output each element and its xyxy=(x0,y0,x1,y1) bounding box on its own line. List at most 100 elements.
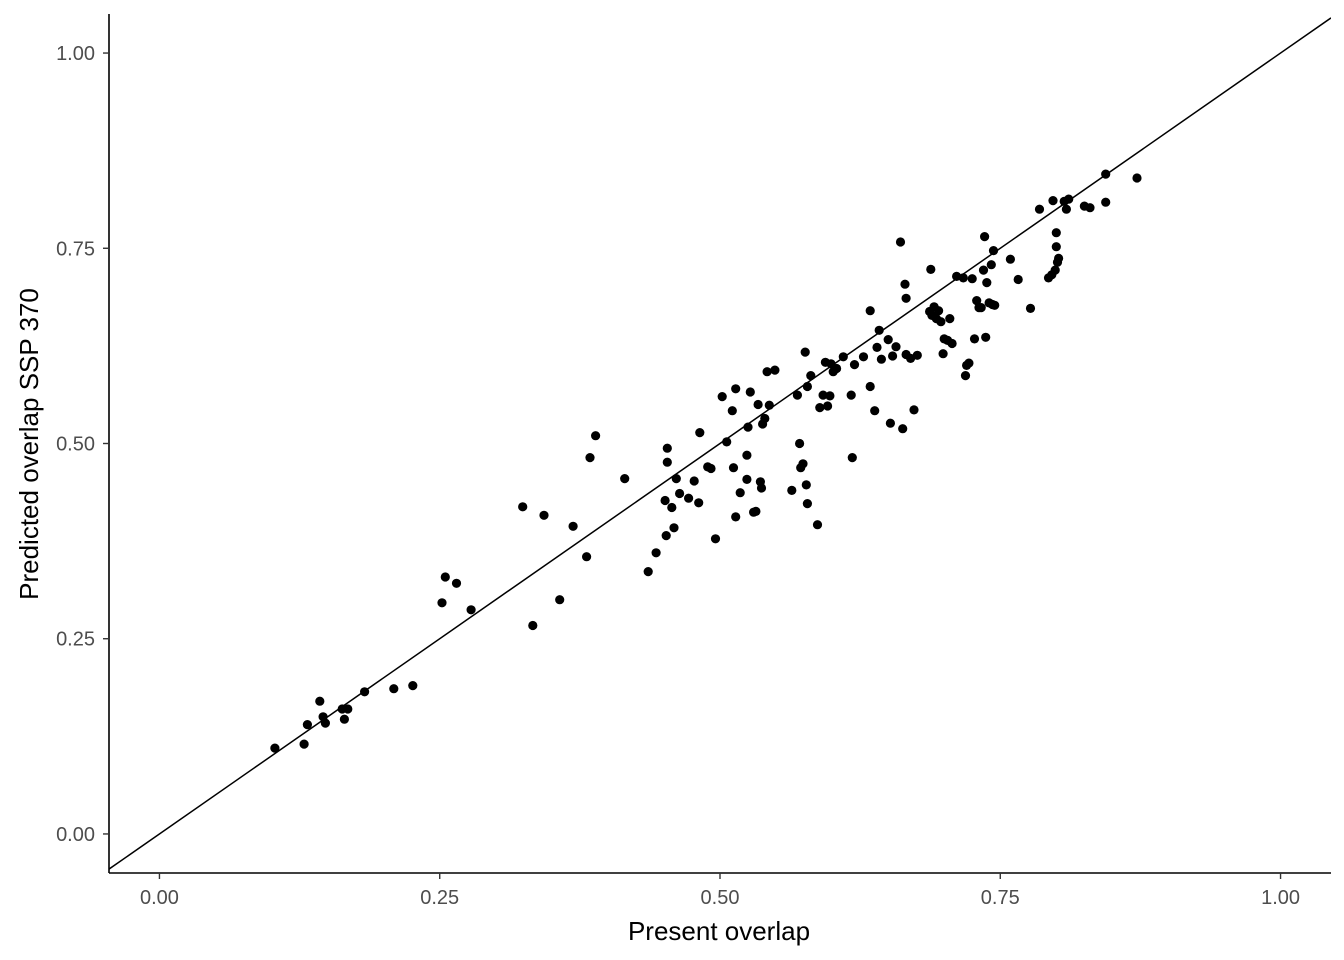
data-point xyxy=(815,403,825,413)
y-tick-label: 0.00 xyxy=(56,824,95,846)
data-point xyxy=(832,363,842,374)
data-point xyxy=(938,349,948,359)
data-point xyxy=(582,552,592,562)
data-point xyxy=(947,338,957,349)
data-point xyxy=(528,620,538,631)
data-point xyxy=(320,718,330,728)
data-point xyxy=(1101,169,1111,179)
data-point xyxy=(466,605,476,615)
data-point xyxy=(872,342,882,352)
data-point xyxy=(1048,196,1058,206)
data-point xyxy=(787,485,797,495)
data-point xyxy=(934,306,944,316)
data-point xyxy=(865,306,875,316)
data-point xyxy=(760,413,770,424)
data-point xyxy=(591,431,601,441)
data-point xyxy=(695,428,705,438)
data-point xyxy=(967,274,977,284)
data-point xyxy=(982,278,992,288)
data-point xyxy=(662,443,672,453)
data-point xyxy=(339,714,349,724)
reference-line xyxy=(109,17,1331,870)
data-point xyxy=(847,453,857,463)
data-point xyxy=(731,512,741,522)
data-point xyxy=(437,598,447,608)
data-point xyxy=(795,438,805,449)
ticks-layer: 0.00 0.25 0.50 0.75 1.00 0.00 0.25 0.50 0.75 1.00 xyxy=(56,43,1300,909)
data-point xyxy=(651,548,661,558)
data-point xyxy=(846,390,856,400)
data-point xyxy=(1054,253,1064,263)
data-point xyxy=(539,510,549,520)
reference-layer xyxy=(109,17,1331,870)
x-tick-label: 0.00 xyxy=(140,887,179,909)
data-point xyxy=(662,457,672,467)
data-point xyxy=(988,246,999,256)
data-point xyxy=(901,293,911,303)
data-point xyxy=(909,405,919,415)
data-point xyxy=(451,578,462,588)
data-point xyxy=(978,265,989,275)
data-point xyxy=(802,381,813,392)
data-point xyxy=(762,367,772,377)
data-point xyxy=(756,483,767,493)
data-point xyxy=(976,303,986,313)
data-point xyxy=(710,534,721,544)
data-point xyxy=(1132,173,1142,183)
data-point xyxy=(270,743,280,753)
y-tick-label: 0.50 xyxy=(56,434,95,456)
data-point xyxy=(743,422,753,432)
data-point xyxy=(1061,204,1071,214)
data-point xyxy=(812,520,823,530)
data-point xyxy=(802,499,813,509)
data-point xyxy=(798,459,808,469)
data-point xyxy=(684,493,694,503)
data-point xyxy=(895,237,906,247)
data-point xyxy=(722,437,732,447)
data-point xyxy=(727,406,737,416)
data-point xyxy=(849,360,860,370)
data-point xyxy=(1064,194,1074,204)
data-point xyxy=(728,463,739,473)
data-point xyxy=(1013,274,1023,285)
data-point xyxy=(800,347,810,357)
data-point xyxy=(900,279,910,289)
y-tick-label: 1.00 xyxy=(56,43,95,65)
data-point xyxy=(1034,204,1045,214)
data-point xyxy=(898,424,908,434)
data-point xyxy=(770,365,780,375)
data-point xyxy=(806,371,816,381)
data-point xyxy=(299,739,309,749)
data-point xyxy=(302,720,312,730)
data-point xyxy=(823,401,833,411)
points-layer xyxy=(270,169,1142,753)
data-point xyxy=(986,260,996,270)
data-point xyxy=(858,352,869,362)
data-point xyxy=(408,681,418,691)
data-point xyxy=(825,391,835,401)
y-tick-label: 0.75 xyxy=(56,238,95,260)
data-point xyxy=(315,696,325,706)
data-point xyxy=(389,684,399,694)
data-point xyxy=(1051,228,1061,238)
data-point xyxy=(764,400,774,410)
data-point xyxy=(1101,197,1111,207)
data-point xyxy=(876,354,887,364)
data-point xyxy=(980,232,990,242)
data-point xyxy=(643,567,653,577)
y-tick-label: 0.25 xyxy=(56,629,95,651)
data-point xyxy=(671,474,681,484)
data-point xyxy=(1085,203,1095,213)
data-point xyxy=(972,296,982,306)
data-point xyxy=(969,334,980,344)
data-point xyxy=(555,595,565,605)
data-point xyxy=(694,498,704,508)
data-point xyxy=(1005,254,1016,264)
data-point xyxy=(885,418,896,428)
data-point xyxy=(751,506,761,516)
data-point xyxy=(661,531,671,541)
data-point xyxy=(753,399,763,410)
data-point xyxy=(1025,303,1036,313)
data-point xyxy=(926,264,936,274)
